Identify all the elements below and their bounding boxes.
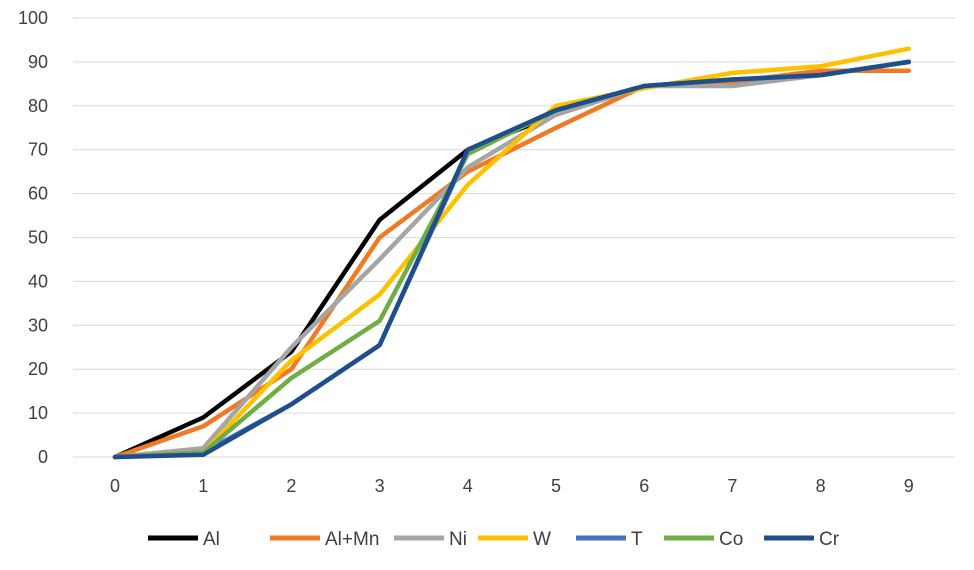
legend-label: Cr: [819, 529, 840, 550]
y-tick-label: 90: [28, 52, 48, 72]
legend-label: W: [533, 529, 551, 550]
x-tick-label: 3: [375, 476, 385, 496]
x-tick-label: 1: [198, 476, 208, 496]
legend-label: Ni: [449, 529, 467, 550]
y-tick-label: 40: [28, 271, 48, 291]
x-tick-label: 0: [110, 476, 120, 496]
legend: Al Al+Mn Ni W T Co Cr: [148, 529, 840, 550]
series-lines: [112, 46, 912, 460]
y-tick-label: 20: [28, 359, 48, 379]
legend-label: Al+Mn: [325, 529, 379, 550]
gridlines: [73, 17, 955, 458]
legend-label: Co: [719, 529, 743, 550]
series-line-co: [112, 59, 912, 460]
y-tick-label: 80: [28, 96, 48, 116]
x-tick-label: 8: [816, 476, 826, 496]
x-tick-label: 5: [551, 476, 561, 496]
legend-label: T: [631, 529, 643, 550]
x-tick-label: 9: [904, 476, 914, 496]
x-tick-label: 4: [463, 476, 473, 496]
x-tick-label: 7: [727, 476, 737, 496]
y-tick-label: 10: [28, 403, 48, 423]
series-line-al: [112, 59, 912, 460]
series-line-ni: [112, 59, 912, 460]
legend-label: Al: [203, 529, 220, 550]
series-line-cr: [112, 59, 912, 460]
y-tick-label: 0: [38, 447, 48, 467]
y-tick-label: 60: [28, 184, 48, 204]
x-tick-label: 6: [639, 476, 649, 496]
y-tick-label: 100: [18, 8, 48, 28]
x-tick-label: 2: [286, 476, 296, 496]
series-line-t: [112, 59, 912, 460]
series-line-w: [112, 46, 912, 460]
y-tick-label: 30: [28, 315, 48, 335]
y-tick-label: 70: [28, 140, 48, 160]
x-axis-ticks: 0 1 2 3 4 5 6 7 8 9: [110, 476, 914, 496]
y-tick-label: 50: [28, 228, 48, 248]
y-axis-ticks: 0 10 20 30 40 50 60 70 80 90 100: [18, 8, 48, 467]
